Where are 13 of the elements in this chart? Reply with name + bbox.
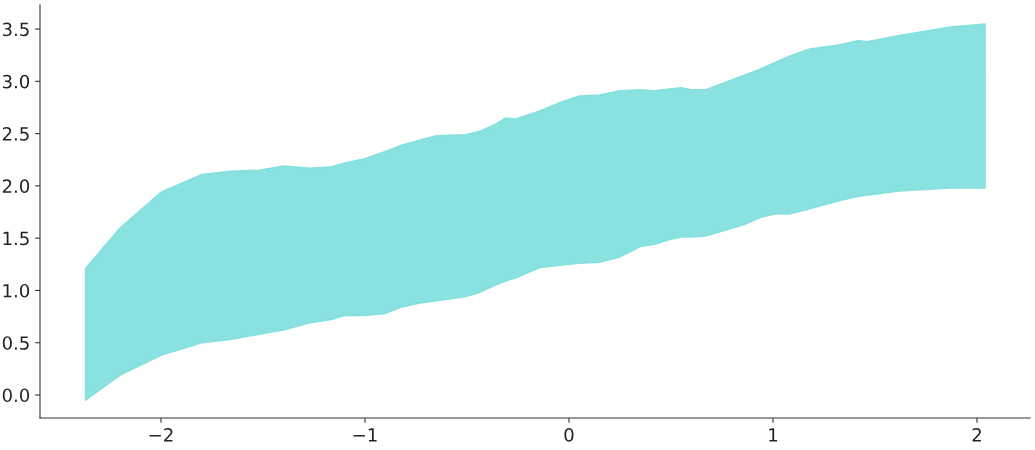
y-tick-label: 3.0: [2, 74, 30, 89]
x-tick-label: 0: [564, 428, 574, 442]
y-tick-label: 2.5: [2, 127, 29, 141]
y-tick-label: 0.5: [2, 336, 29, 350]
x-tick-label: 2: [972, 428, 981, 442]
y-tick-label: 3.5: [2, 22, 29, 37]
y-tick-label: 0.0: [2, 388, 30, 403]
x-tick-label: −1: [353, 428, 377, 442]
y-tick-label: 1.5: [3, 231, 29, 246]
y-tick-label: 2.0: [2, 179, 30, 193]
x-tick-label: 1: [769, 428, 778, 442]
x-tick-label: −2: [149, 428, 173, 442]
y-tick-label: 1.0: [3, 283, 30, 298]
